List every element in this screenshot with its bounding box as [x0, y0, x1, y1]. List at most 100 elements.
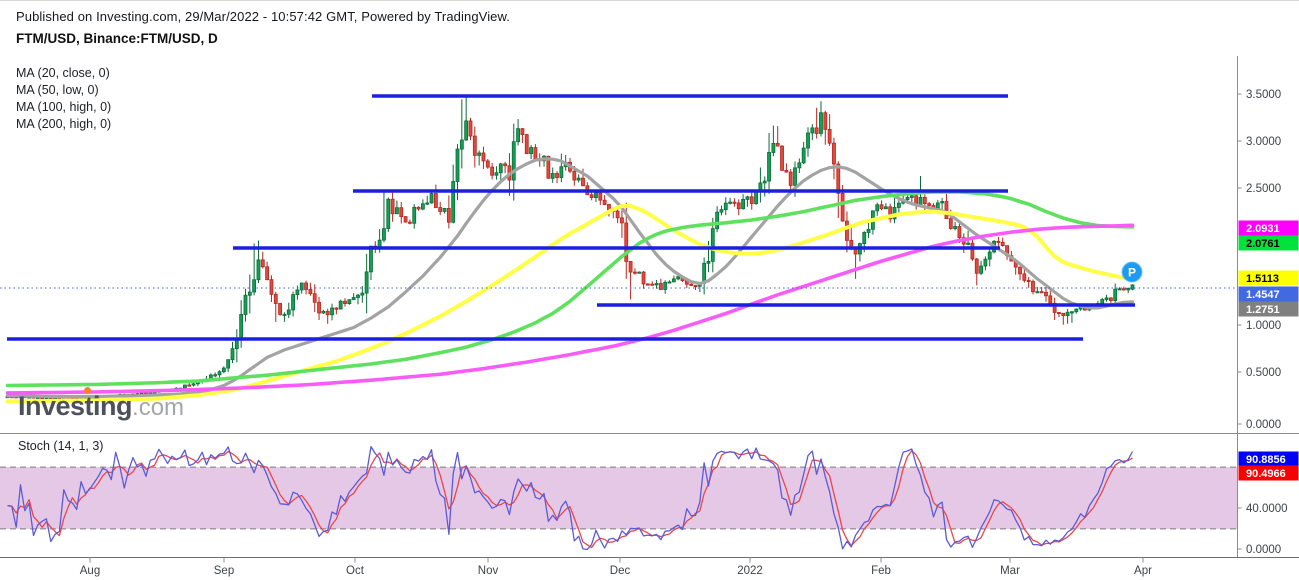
candle-body: [719, 209, 724, 213]
candle-body: [1100, 299, 1105, 304]
candle-body: [905, 197, 910, 201]
candle-body: [256, 259, 261, 281]
x-axis-label: Dec: [610, 565, 631, 577]
candle-body: [325, 310, 330, 316]
candle-body: [749, 196, 754, 204]
candle-body: [1039, 291, 1044, 294]
candle-body: [953, 226, 958, 229]
candle-body: [1000, 241, 1005, 247]
candle-body: [282, 313, 287, 316]
stoch-axis-label: 0.0000: [1246, 544, 1281, 556]
candle-body: [412, 206, 417, 224]
candle-body: [416, 206, 421, 210]
candle-body: [637, 271, 642, 274]
stoch-indicator-label: Stoch (14, 1, 3): [18, 439, 104, 453]
candle-body: [438, 207, 443, 212]
candle-body: [801, 147, 806, 164]
candle-body: [888, 206, 893, 220]
ma-100-label: MA (100, high, 0): [16, 100, 112, 114]
ma-line-100: [5, 190, 1135, 388]
candle-body: [935, 202, 940, 209]
price-tag-bg: [1238, 286, 1299, 302]
candle-body: [628, 261, 633, 273]
candle-body: [875, 204, 880, 212]
candle-body: [334, 307, 339, 310]
candle-body: [633, 271, 637, 274]
candle-body: [312, 293, 317, 303]
candle-body: [351, 297, 356, 301]
candle-body: [620, 217, 624, 224]
stoch-k-tag-bg: [1238, 451, 1299, 467]
candle-body: [827, 128, 832, 144]
candle-body: [1130, 284, 1135, 290]
price-tag-text: 1.5113: [1246, 273, 1279, 285]
candle-body: [654, 283, 659, 286]
candle-body: [464, 120, 469, 141]
candle-body: [269, 279, 274, 295]
x-axis-label: Sep: [214, 565, 234, 577]
candle-body: [589, 194, 594, 198]
candle-body: [1065, 311, 1070, 317]
candle-body: [957, 226, 962, 239]
candle-body: [598, 192, 603, 201]
stoch-d-tag-text: 90.4966: [1246, 468, 1286, 480]
candle-body: [360, 292, 365, 296]
candle-body: [862, 232, 867, 245]
candle-body: [343, 300, 347, 305]
candle-body: [321, 310, 326, 314]
candle-body: [745, 196, 750, 200]
candle-body: [658, 283, 663, 290]
candle-body: [576, 177, 581, 181]
candle-body: [896, 202, 901, 208]
stoch-pane: [0, 445, 1238, 551]
candle-body: [468, 120, 473, 137]
y-axis-label: 0.5000: [1246, 367, 1281, 379]
candle-body: [1121, 288, 1126, 291]
candle-body: [706, 260, 711, 264]
candle-body: [295, 289, 300, 296]
candle-body: [433, 193, 438, 208]
candle-body: [451, 181, 456, 223]
price-tag-text: 1.2751: [1246, 304, 1280, 316]
ma-50-label: MA (50, low, 0): [16, 83, 99, 97]
candle-body: [555, 173, 559, 178]
candle-body: [1113, 288, 1118, 301]
x-axis-label: Aug: [80, 565, 100, 577]
candle-body: [641, 271, 646, 285]
candle-body: [1035, 291, 1040, 294]
candle-body: [286, 309, 291, 315]
candle-body: [230, 348, 235, 361]
candle-body: [490, 166, 495, 176]
candle-body: [520, 128, 525, 135]
candle-body: [810, 127, 815, 134]
candle-body: [390, 198, 395, 215]
candle-body: [979, 265, 983, 274]
candle-body: [239, 314, 244, 340]
stoch-d-tag-bg: [1238, 465, 1299, 481]
p-marker[interactable]: P: [1121, 261, 1143, 283]
candle-body: [689, 283, 694, 286]
candle-body: [866, 228, 871, 233]
candle-body: [273, 293, 278, 304]
stoch-k-tag: 90.8856: [1238, 451, 1299, 467]
candle-body: [671, 278, 676, 283]
candle-body: [455, 148, 460, 182]
stoch-band: [0, 467, 1238, 529]
p-marker-label: P: [1128, 266, 1136, 280]
candle-body: [498, 163, 503, 174]
ma-line-20: [5, 157, 1135, 399]
candle-body: [667, 281, 672, 284]
investing-logo-flame-icon: [84, 387, 91, 394]
candle-body: [819, 112, 823, 134]
p-marker-circle[interactable]: [1121, 261, 1143, 283]
candle-body: [369, 245, 373, 273]
candle-body: [970, 242, 975, 260]
price-tag: 1.2751: [1238, 301, 1299, 317]
candle-body: [966, 242, 970, 245]
candle-body: [663, 281, 668, 290]
x-axis-label: Oct: [346, 565, 365, 577]
candle-body: [494, 172, 499, 176]
candle-body: [1108, 297, 1113, 301]
candle-body: [338, 300, 343, 310]
